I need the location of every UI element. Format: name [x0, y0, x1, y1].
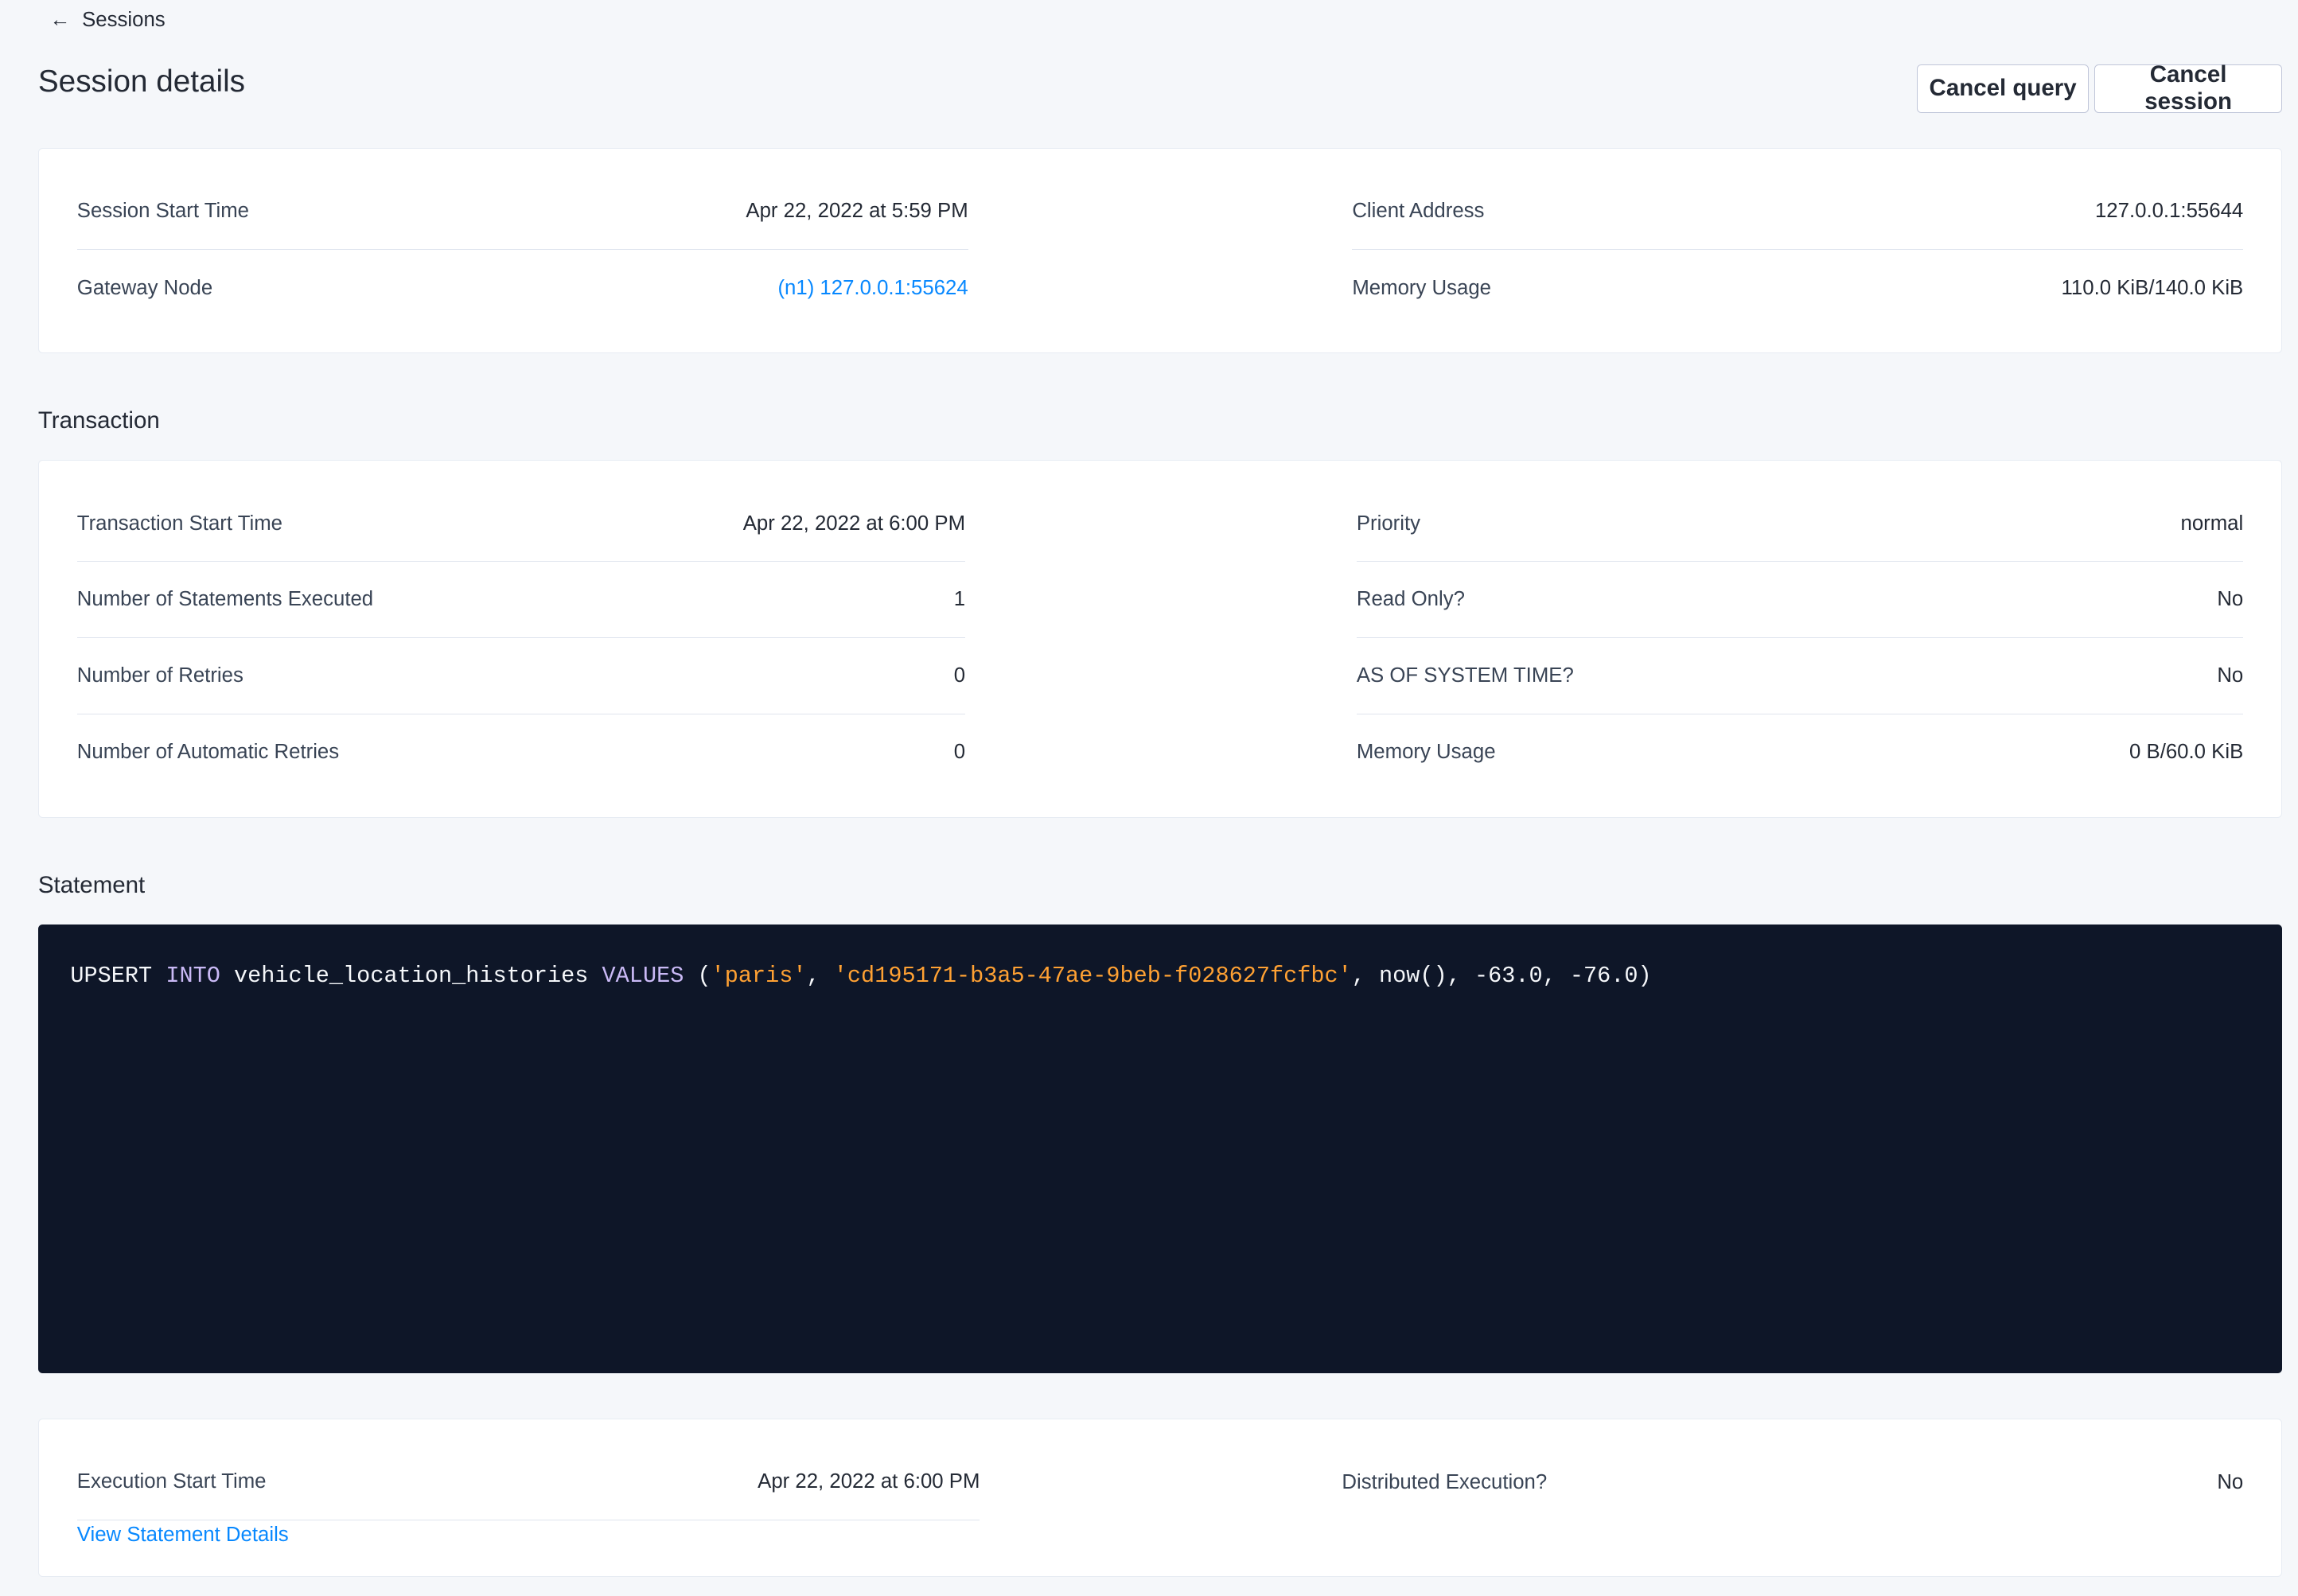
label: Gateway Node: [76, 276, 213, 299]
label: Session Start Time: [76, 200, 250, 223]
txn-row: AS OF SYSTEM TIME? No: [1356, 638, 2244, 715]
session-start-time-row: Session Start Time Apr 22, 2022 at 5:59 P…: [76, 173, 968, 251]
value: Apr 22, 2022 at 6:00 PM: [742, 512, 966, 535]
page-title: Session details: [37, 64, 246, 99]
label: Priority: [1356, 512, 1421, 535]
sql-text: vehicle_location_histories: [220, 963, 602, 990]
txn-row: Number of Automatic Retries 0: [77, 714, 965, 791]
execution-start-time-row: Execution Start Time Apr 22, 2022 at 6:00…: [76, 1444, 980, 1521]
transaction-heading: Transaction: [37, 407, 160, 434]
transaction-card: Transaction Start Time Apr 22, 2022 at 6:…: [37, 460, 2282, 818]
cancel-query-button[interactable]: Cancel query: [1917, 64, 2089, 113]
arrow-left-icon: ←: [49, 9, 71, 32]
label: Read Only?: [1356, 588, 1465, 611]
label: Memory Usage: [1356, 741, 1496, 764]
label: Transaction Start Time: [76, 512, 283, 535]
value: 0 B/60.0 KiB: [2129, 741, 2244, 764]
value: Apr 22, 2022 at 6:00 PM: [758, 1470, 980, 1493]
distributed-execution-row: Distributed Execution? No: [1342, 1444, 2243, 1520]
txn-row: Transaction Start Time Apr 22, 2022 at 6:…: [76, 486, 966, 562]
value: No: [2217, 664, 2244, 687]
value: 0: [953, 741, 966, 764]
sql-string: 'cd195171-b3a5-47ae-9beb-f028627fcfbc': [833, 963, 1352, 990]
txn-row: Priority normal: [1356, 486, 2244, 562]
label: Execution Start Time: [76, 1470, 267, 1493]
label: Number of Statements Executed: [76, 588, 374, 611]
label: Memory Usage: [1352, 276, 1491, 299]
breadcrumb-label: Sessions: [82, 9, 166, 32]
txn-row: Number of Statements Executed 1: [76, 562, 966, 639]
sql-keyword: UPSERT: [70, 963, 153, 990]
txn-row: Memory Usage 0 B/60.0 KiB: [1357, 714, 2243, 791]
cancel-session-button[interactable]: Cancel session: [2094, 61, 2282, 115]
sql-text: (: [684, 963, 711, 990]
label: Number of Automatic Retries: [76, 741, 340, 764]
label: Number of Retries: [76, 664, 243, 687]
statement-code-block: UPSERT INTO vehicle_location_histories V…: [37, 925, 2282, 1373]
client-address-row: Client Address 127.0.0.1:55644: [1352, 173, 2244, 251]
sql-text: ,: [806, 963, 834, 990]
value: 127.0.0.1:55644: [2094, 200, 2244, 223]
session-card: Session Start Time Apr 22, 2022 at 5:59 P…: [37, 148, 2282, 353]
sql-keyword: VALUES: [602, 963, 684, 990]
sql-keyword: INTO: [166, 963, 220, 990]
gateway-node-link[interactable]: (n1) 127.0.0.1:55624: [777, 276, 968, 299]
memory-usage-row: Memory Usage 110.0 KiB/140.0 KiB: [1352, 250, 2243, 326]
label: AS OF SYSTEM TIME?: [1356, 664, 1574, 687]
value: 1: [953, 588, 966, 611]
txn-row: Number of Retries 0: [76, 638, 966, 715]
label: Distributed Execution?: [1342, 1470, 1548, 1493]
value: No: [2217, 1470, 2244, 1493]
breadcrumb-sessions[interactable]: ← Sessions: [50, 9, 166, 32]
value: 110.0 KiB/140.0 KiB: [2061, 276, 2244, 299]
gateway-node-row: Gateway Node (n1) 127.0.0.1:55624: [77, 250, 968, 326]
value: Apr 22, 2022 at 5:59 PM: [746, 200, 968, 223]
txn-row: Read Only? No: [1356, 562, 2244, 639]
execution-card: Execution Start Time Apr 22, 2022 at 6:00…: [37, 1419, 2282, 1577]
view-statement-details-link[interactable]: View Statement Details: [76, 1523, 289, 1546]
sql-string: 'paris': [711, 963, 807, 990]
sql-text: [152, 963, 166, 989]
statement-heading: Statement: [37, 871, 146, 898]
value: normal: [2180, 512, 2244, 535]
value: 0: [953, 664, 966, 687]
value: No: [2217, 588, 2244, 611]
sql-text: , now(), -63.0, -76.0): [1351, 963, 1652, 990]
label: Client Address: [1352, 200, 1485, 223]
